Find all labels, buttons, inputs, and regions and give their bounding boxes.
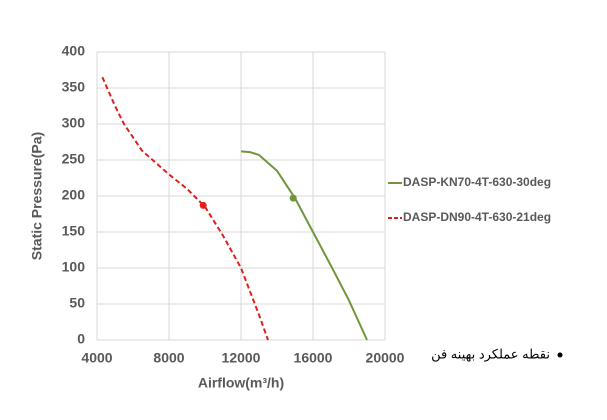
x-tick-label: 8000 — [153, 350, 184, 366]
legend-label: DASP-KN70-4T-630-30deg — [403, 175, 551, 189]
x-tick-label: 4000 — [81, 350, 112, 366]
annotation: نقطه عملکرد بهینه فن — [431, 346, 550, 362]
series-line — [240, 150, 368, 341]
series-line — [101, 76, 269, 341]
y-tick-label: 100 — [62, 259, 86, 275]
legend-label: DASP-DN90-4T-630-21deg — [403, 210, 551, 224]
annotation-bullet — [557, 352, 563, 358]
y-tick-label: 150 — [62, 223, 86, 239]
y-tick-label: 50 — [69, 295, 85, 311]
y-tick-label: 200 — [62, 187, 86, 203]
y-tick-label: 250 — [62, 151, 86, 167]
y-tick-label: 350 — [62, 79, 86, 95]
y-tick-label: 0 — [77, 331, 85, 347]
x-axis-label: Airflow(m³/h) — [198, 375, 284, 391]
y-tick-label: 400 — [62, 43, 86, 59]
operating-point — [199, 201, 207, 209]
x-tick-label: 20000 — [366, 350, 405, 366]
y-axis-label: Static Pressure(Pa) — [29, 132, 45, 260]
y-tick-label: 300 — [62, 115, 86, 131]
operating-point — [289, 194, 297, 202]
x-tick-label: 12000 — [222, 350, 261, 366]
x-tick-label: 16000 — [294, 350, 333, 366]
